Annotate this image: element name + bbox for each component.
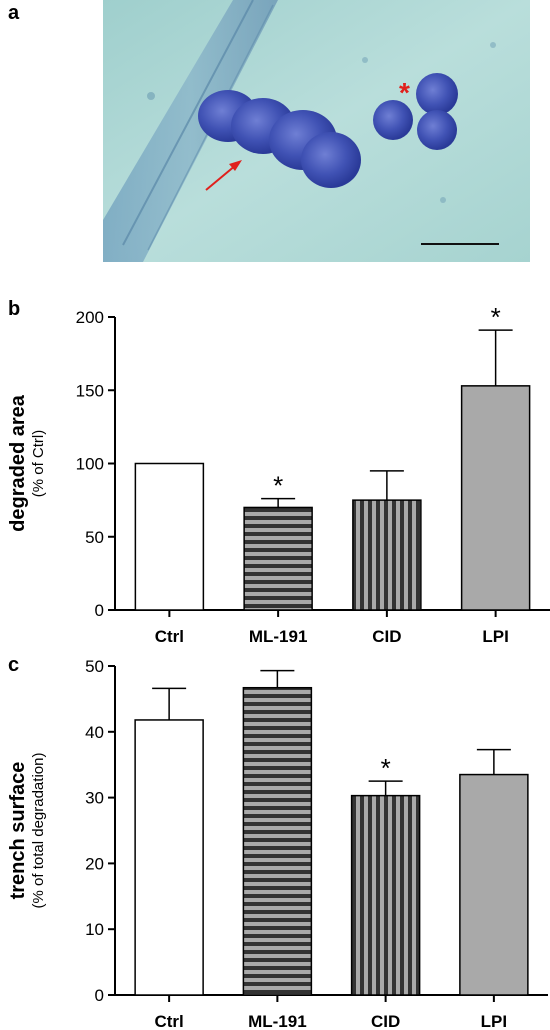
y-tick-label: 150 [76,381,104,400]
bar-ctrl [134,719,204,996]
significance-star: * [273,471,283,501]
bar-ml-191 [243,506,313,611]
x-tick-label: LPI [482,627,508,645]
y-tick-label: 40 [85,723,104,742]
x-tick-label: Ctrl [155,627,184,645]
red-arrow-icon [205,160,242,191]
bone-fiber [103,0,278,262]
y-axis-sublabel: (% of Ctrl) [30,430,47,498]
y-tick-label: 100 [76,455,104,474]
y-tick-label: 30 [85,789,104,808]
panel-letter-c: c [8,654,20,676]
x-tick-label: Ctrl [154,1012,183,1030]
y-tick-label: 10 [85,920,104,939]
y-axis-label: degraded area [7,394,29,532]
x-tick-label: ML-191 [248,1012,307,1030]
chart-c: 0 10 20 30 40 50 trench surface (% of total deg… [7,657,548,1030]
x-tick-label: ML-191 [249,627,308,645]
significance-star: * [491,302,501,332]
x-tick-label: CID [371,1012,400,1030]
y-tick-label: 20 [85,854,104,873]
chart-b: 0 50 100 150 200 degraded area (% of Ctrl) Ctrl… [7,302,550,645]
bar-ctrl [134,462,205,611]
y-tick-label: 0 [95,601,104,620]
bar-cid [352,499,422,611]
x-tick-label: CID [372,627,401,645]
y-tick-label: 50 [85,528,104,547]
y-tick-label: 50 [85,657,104,676]
bar-lpi [460,385,531,611]
bar-ml-191 [242,686,313,996]
panel-letter-a: a [8,2,20,24]
y-tick-label: 200 [76,308,104,327]
micrograph: * [103,0,530,262]
y-axis-sublabel: (% of total degradation) [30,753,47,909]
panel-letter-b: b [8,298,21,320]
cell-cluster-right [373,73,458,150]
significance-star: * [381,753,391,783]
x-tick-label: LPI [481,1012,507,1030]
y-tick-label: 0 [95,986,104,1005]
y-axis-label: trench surface [7,762,29,900]
red-asterisk-icon: * [399,77,410,108]
cell-cluster-left [198,90,361,188]
bar-lpi [459,773,529,996]
bar-cid [350,794,421,996]
